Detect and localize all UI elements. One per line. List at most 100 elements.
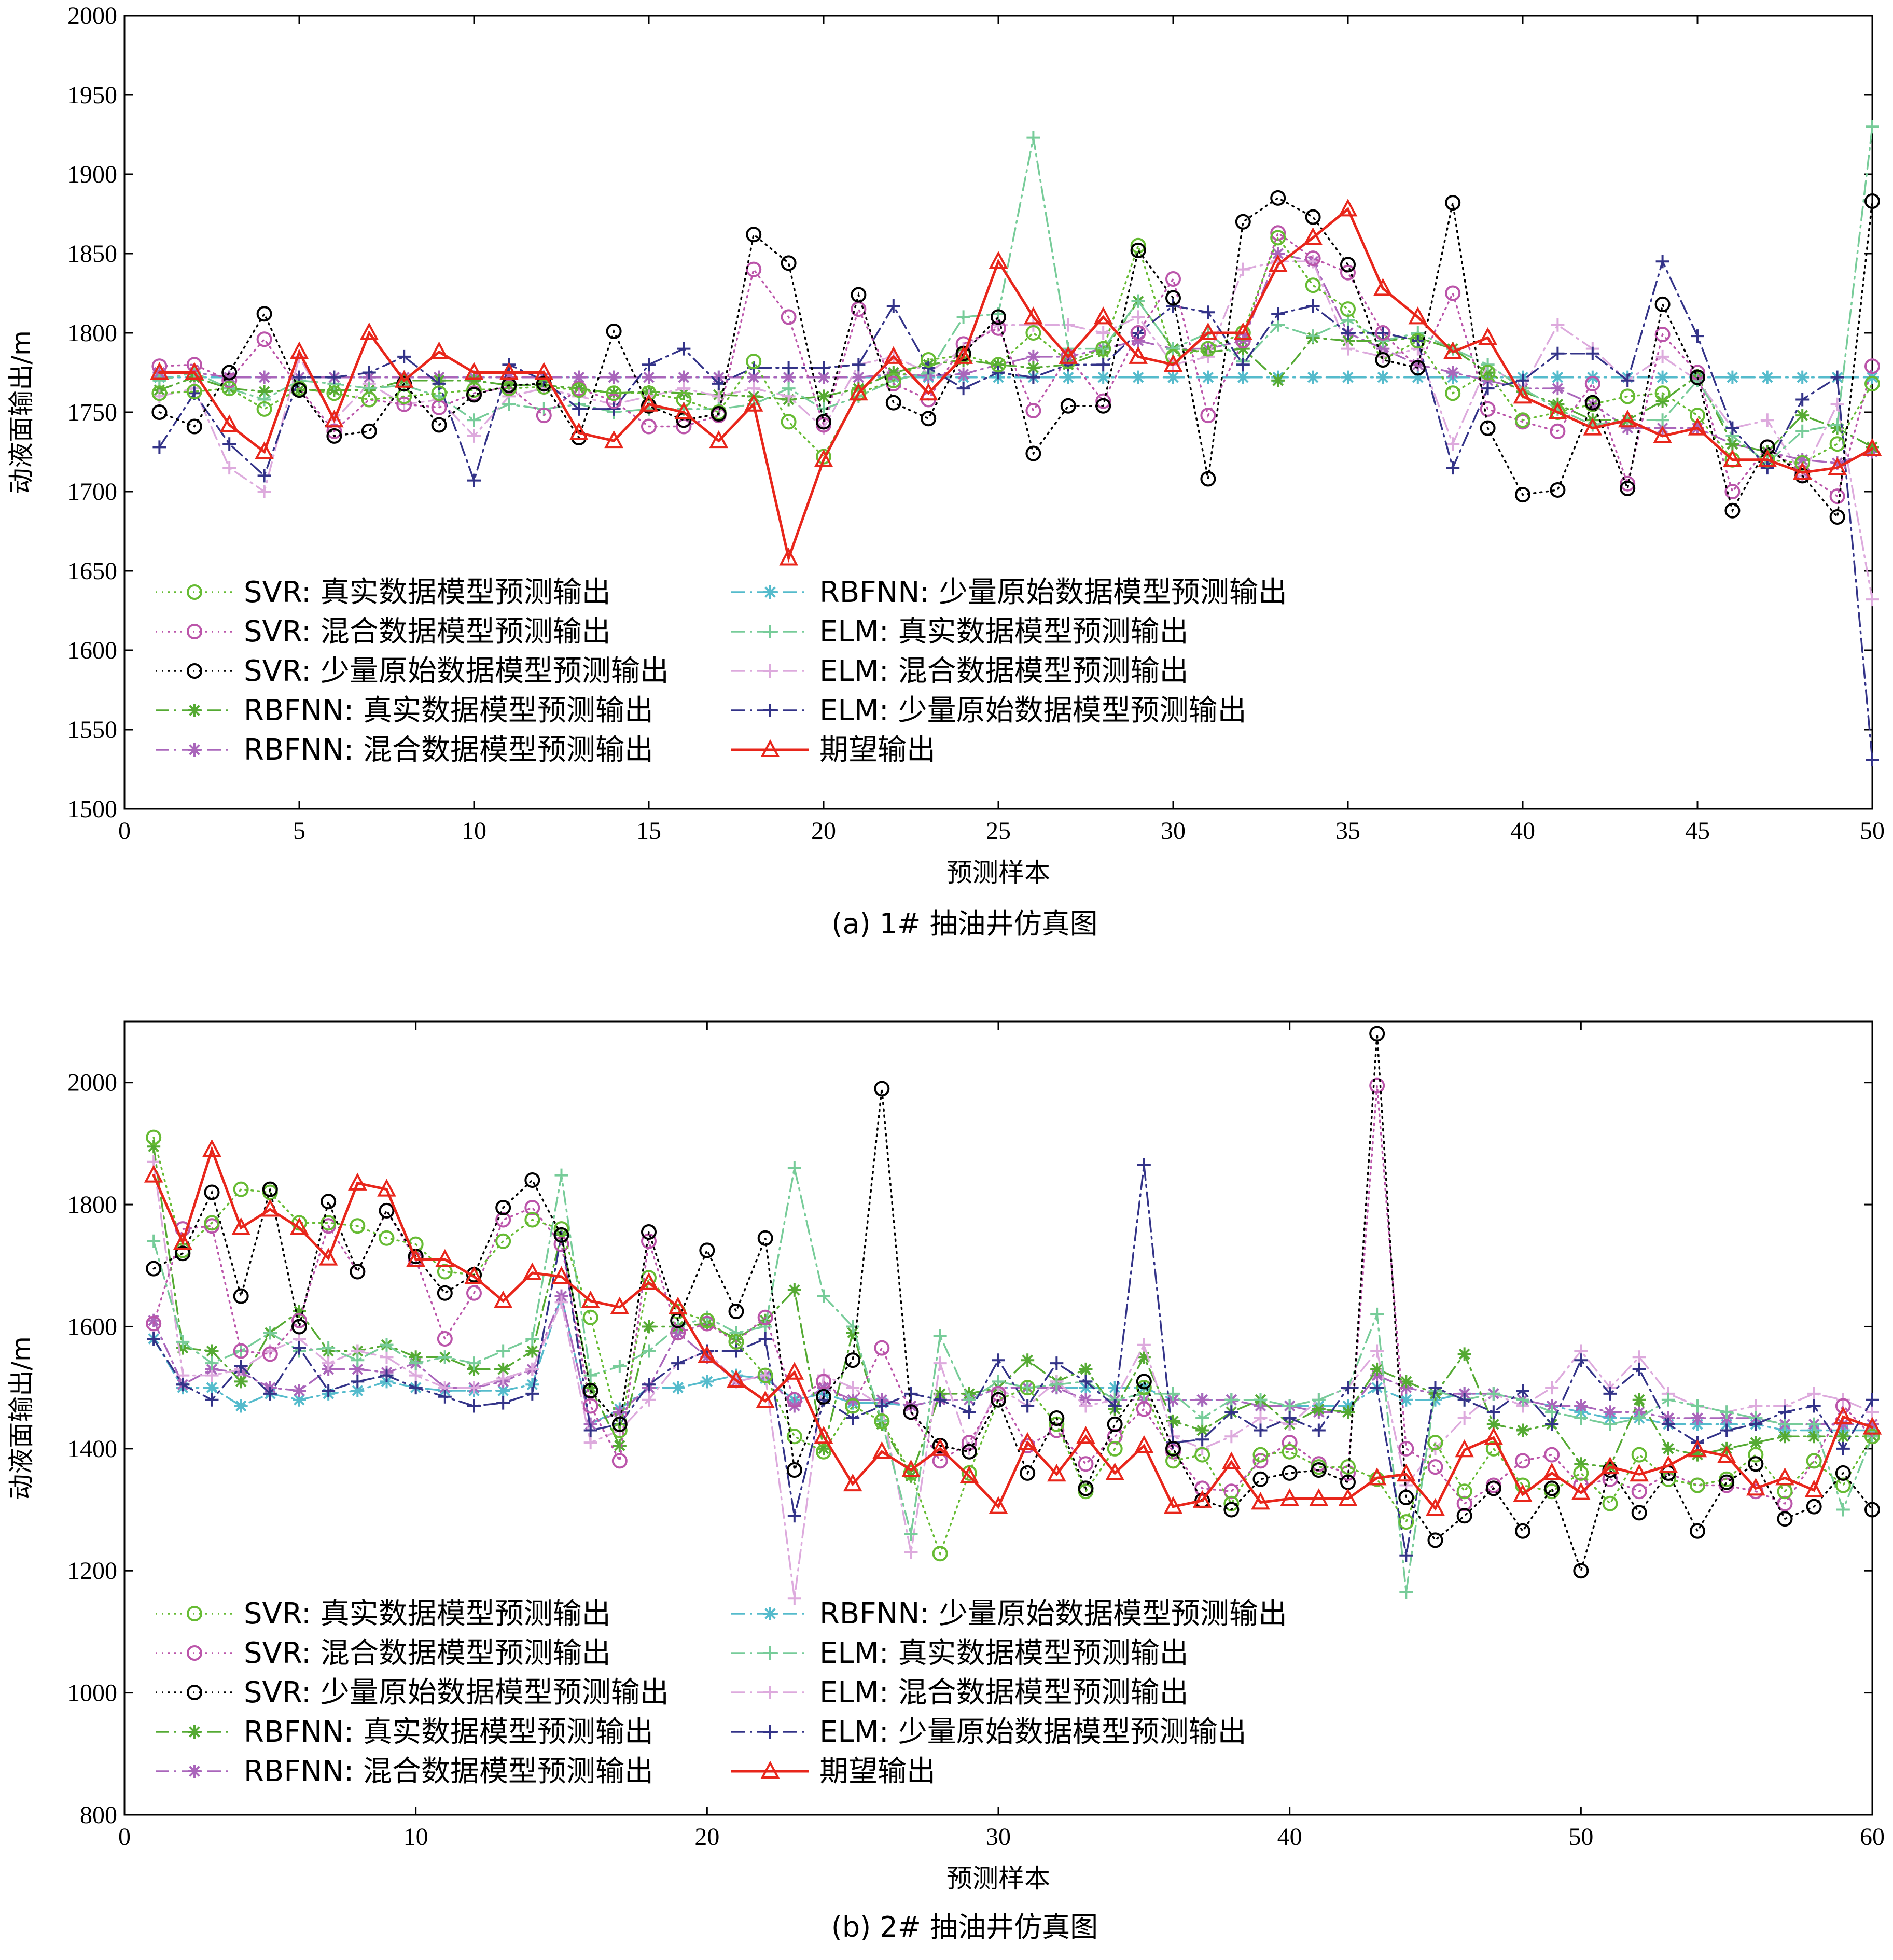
- chart-a-point-svr_few: [1375, 352, 1391, 368]
- chart-a-point-elm_real: [1481, 358, 1495, 372]
- chart-a-point-svr_few: [1724, 502, 1741, 519]
- chart-a-legend-label: ELM: 真实数据模型预测输出: [819, 615, 1189, 649]
- chart-b-point-svr_few: [961, 1444, 977, 1460]
- chart-b-point-rbf_mixed: [351, 1362, 365, 1376]
- chart-a-point-elm_few: [852, 358, 866, 372]
- chart-b-point-svr_real: [1398, 1514, 1414, 1530]
- chart-b-point-expected: [318, 1248, 338, 1266]
- chart-a-point-svr_real: [1445, 385, 1461, 401]
- chart-a-point-elm_few: [1866, 753, 1879, 767]
- chart-b-point-elm_mixed: [1632, 1350, 1646, 1364]
- chart-b-point-svr_real: [350, 1218, 366, 1234]
- chart-b-point-rbf_real: [1486, 1417, 1500, 1431]
- chart-a-point-svr_real: [571, 382, 587, 398]
- chart-b-point-expected: [1804, 1479, 1824, 1497]
- chart-a-point-elm_few: [1166, 299, 1180, 313]
- chart-a-point-svr_mixed: [781, 309, 797, 325]
- chart-a-point-rbf_real: [1655, 394, 1669, 408]
- chart-b-point-elm_mixed: [758, 1368, 772, 1382]
- chart-a-point-svr_mixed: [1654, 327, 1671, 343]
- chart-b-line-elm_mixed: [152, 1160, 1873, 1599]
- chart-a-point-elm_few: [1830, 370, 1844, 384]
- chart-a-xtick-label: 10: [462, 817, 486, 845]
- chart-b-point-expected: [1513, 1483, 1533, 1502]
- chart-b-point-elm_real: [1661, 1393, 1675, 1407]
- chart-a-point-expected: [1583, 417, 1603, 436]
- chart-b-point-svr_few: [1049, 1410, 1065, 1426]
- chart-a-point-rbf_few: [1166, 370, 1180, 384]
- chart-a-point-elm_few: [1026, 370, 1040, 384]
- chart-b-point-elm_few: [1661, 1417, 1675, 1431]
- chart-b-ylabel: 动液面输出/m: [6, 1336, 36, 1500]
- chart-a-point-svr_real: [781, 414, 797, 430]
- chart-a-point-elm_mixed: [1760, 413, 1774, 427]
- chart-a-point-elm_few: [677, 342, 691, 356]
- chart-b-point-elm_mixed: [525, 1362, 539, 1376]
- chart-b-point-elm_mixed: [1545, 1381, 1559, 1395]
- chart-a-point-expected: [1408, 306, 1428, 325]
- chart-b-legend-label: SVR: 真实数据模型预测输出: [244, 1597, 611, 1631]
- chart-b-point-rbf_real: [817, 1441, 830, 1455]
- chart-b-point-svr_real: [233, 1181, 249, 1197]
- chart-b-point-rbf_real: [205, 1344, 219, 1358]
- chart-b-point-expected: [581, 1290, 601, 1309]
- chart-b-point-elm_few: [176, 1378, 190, 1392]
- chart-b-point-elm_few: [1341, 1381, 1355, 1395]
- chart-a-point-rbf_mixed: [1621, 421, 1635, 435]
- chart-a-point-expected: [1024, 306, 1043, 325]
- chart-a-ytick-label: 1900: [67, 161, 117, 188]
- chart-b-point-elm_mixed: [496, 1371, 510, 1385]
- chart-b-point-elm_few: [1603, 1387, 1617, 1401]
- chart-a-point-elm_real: [782, 382, 796, 396]
- chart-b-point-svr_few: [1515, 1523, 1530, 1539]
- chart-b-point-elm_real: [380, 1338, 394, 1352]
- chart-b-ytick-label: 2000: [67, 1069, 117, 1097]
- chart-a-point-rbf_mixed: [747, 370, 761, 384]
- chart-b-point-elm_mixed: [933, 1356, 947, 1370]
- chart-b-point-expected: [1484, 1427, 1504, 1445]
- chart-b-xtick-label: 10: [403, 1823, 428, 1851]
- chart-b-point-svr_mixed: [1282, 1435, 1298, 1451]
- chart-b-point-rbf_real: [147, 1140, 161, 1154]
- chart-b-point-svr_few: [1544, 1480, 1560, 1496]
- chart-a-ytick-label: 2000: [67, 2, 117, 30]
- chart-a-point-elm_few: [362, 366, 376, 380]
- chart-b-point-expected: [1280, 1488, 1300, 1506]
- chart-b-legend-marker: [763, 1686, 777, 1699]
- chart-a-point-svr_few: [1095, 398, 1111, 414]
- chart-b-point-svr_real: [874, 1413, 890, 1429]
- chart-b-point-expected: [435, 1249, 455, 1267]
- chart-a-point-rbf_few: [1411, 370, 1425, 384]
- chart-b-point-expected: [260, 1199, 280, 1217]
- chart-b-point-svr_mixed: [146, 1315, 162, 1332]
- chart-b-point-svr_few: [845, 1352, 861, 1368]
- chart-a-point-svr_real: [1480, 365, 1496, 381]
- chart-a-point-expected: [499, 362, 519, 380]
- chart-b-point-elm_real: [642, 1344, 656, 1358]
- chart-a-legend-marker: [187, 624, 202, 639]
- chart-b-point-elm_few: [1283, 1411, 1297, 1425]
- chart-a-point-svr_few: [256, 306, 272, 322]
- chart-b-point-svr_few: [1136, 1374, 1152, 1390]
- chart-a-point-rbf_few: [1655, 370, 1669, 384]
- chart-a-point-rbf_mixed: [642, 370, 656, 384]
- chart-a-point-svr_few: [1305, 209, 1321, 225]
- chart-a-plot-area: [123, 15, 1873, 810]
- chart-a-legend-label: ELM: 混合数据模型预测输出: [819, 654, 1189, 688]
- chart-b-point-expected: [493, 1290, 513, 1309]
- chart-a-point-svr_real: [1620, 388, 1636, 404]
- chart-a-point-expected: [1653, 425, 1672, 443]
- chart-b-point-expected: [1746, 1478, 1765, 1496]
- chart-b-point-svr_mixed: [1631, 1483, 1647, 1500]
- chart-b-ticks: 0 10 20 30 40 50 60 800 1000 1200 1400 1600 1800 2000: [67, 1021, 1885, 1851]
- chart-b-point-svr_real: [1690, 1477, 1705, 1493]
- chart-a-caption: (a) 1# 抽油井仿真图: [831, 907, 1097, 940]
- chart-b-point-elm_real: [758, 1320, 772, 1334]
- chart-b-point-rbf_real: [234, 1375, 248, 1389]
- chart-b-point-elm_mixed: [846, 1381, 860, 1395]
- chart-b-point-rbf_real: [787, 1283, 801, 1297]
- chart-b-point-svr_real: [553, 1221, 569, 1237]
- chart-a-point-rbf_real: [257, 385, 271, 399]
- chart-b-legend-marker: [188, 1765, 201, 1778]
- chart-b-point-elm_real: [583, 1368, 597, 1382]
